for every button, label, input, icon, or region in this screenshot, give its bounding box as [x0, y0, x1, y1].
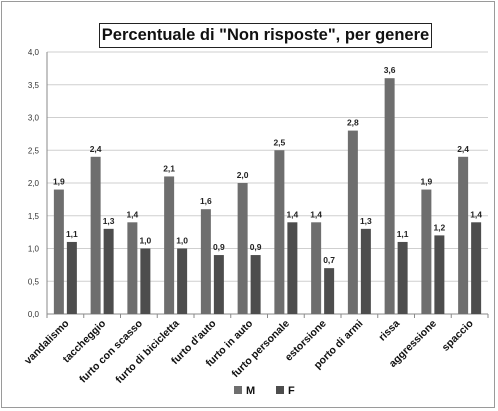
- data-label-m: 2,0: [237, 170, 249, 180]
- chart-title: Percentuale di "Non risposte", per gener…: [99, 23, 432, 48]
- data-label-f: 1,3: [360, 216, 372, 226]
- bar-m: [458, 156, 469, 314]
- x-category-label: rissa: [376, 318, 402, 344]
- legend-label-f: F: [288, 385, 295, 397]
- bar-m: [53, 189, 64, 314]
- bar-f: [250, 255, 261, 314]
- y-tick-label: 1,5: [28, 212, 40, 221]
- data-label-f: 1,4: [470, 209, 482, 219]
- bar-m: [274, 150, 285, 314]
- data-label-f: 0,7: [323, 255, 335, 265]
- x-category-label: furto con scasso: [77, 318, 145, 386]
- data-label-f: 1,3: [103, 216, 115, 226]
- bar-f: [324, 268, 335, 314]
- bar-f: [360, 228, 371, 314]
- x-category-label: furto di bicicletta: [113, 318, 181, 386]
- bar-f: [140, 248, 151, 314]
- y-tick-label: 2,5: [28, 146, 40, 155]
- data-label-f: 1,0: [176, 236, 188, 246]
- data-label-m: 2,1: [163, 163, 175, 173]
- legend-swatch-f: [276, 386, 284, 394]
- data-label-m: 1,4: [310, 209, 322, 219]
- data-label-f: 1,4: [286, 209, 298, 219]
- data-label-m: 1,9: [420, 177, 432, 187]
- data-label-m: 1,9: [53, 177, 65, 187]
- data-label-m: 3,6: [384, 65, 396, 75]
- bar-f: [66, 241, 77, 314]
- bar-m: [384, 78, 395, 314]
- bar-m: [164, 176, 175, 314]
- y-tick-label: 2,0: [28, 179, 40, 188]
- data-label-f: 0,9: [213, 242, 225, 252]
- y-tick-label: 3,5: [28, 81, 40, 90]
- bar-m: [311, 222, 322, 314]
- bar-m: [347, 130, 358, 314]
- legend-swatch-m: [234, 386, 242, 394]
- bar-f: [397, 241, 408, 314]
- bar-f: [471, 222, 482, 314]
- data-label-m: 1,6: [200, 196, 212, 206]
- bar-f: [213, 255, 224, 314]
- data-label-f: 1,2: [433, 222, 445, 232]
- legend-label-m: M: [246, 385, 255, 397]
- bar-f: [434, 235, 445, 314]
- bar-m: [421, 189, 432, 314]
- y-tick-label: 3,0: [28, 114, 40, 123]
- data-label-m: 2,4: [90, 144, 102, 154]
- x-category-label: spaccio: [440, 318, 476, 354]
- data-label-f: 0,9: [250, 242, 262, 252]
- y-tick-label: 0,0: [28, 310, 40, 319]
- bar-m: [90, 156, 101, 314]
- bar-m: [237, 183, 248, 314]
- data-label-m: 1,4: [126, 209, 138, 219]
- bar-m: [127, 222, 138, 314]
- data-label-f: 1,0: [139, 236, 151, 246]
- data-label-f: 1,1: [66, 229, 78, 239]
- data-label-m: 2,5: [273, 137, 285, 147]
- y-tick-label: 0,5: [28, 277, 40, 286]
- bar-m: [200, 209, 211, 314]
- bar-f: [287, 222, 298, 314]
- data-label-m: 2,8: [347, 118, 359, 128]
- y-tick-label: 4,0: [28, 48, 40, 57]
- bar-f: [177, 248, 188, 314]
- data-label-f: 1,1: [397, 229, 409, 239]
- y-tick-label: 1,0: [28, 245, 40, 254]
- data-label-m: 2,4: [457, 144, 469, 154]
- bar-f: [103, 228, 114, 314]
